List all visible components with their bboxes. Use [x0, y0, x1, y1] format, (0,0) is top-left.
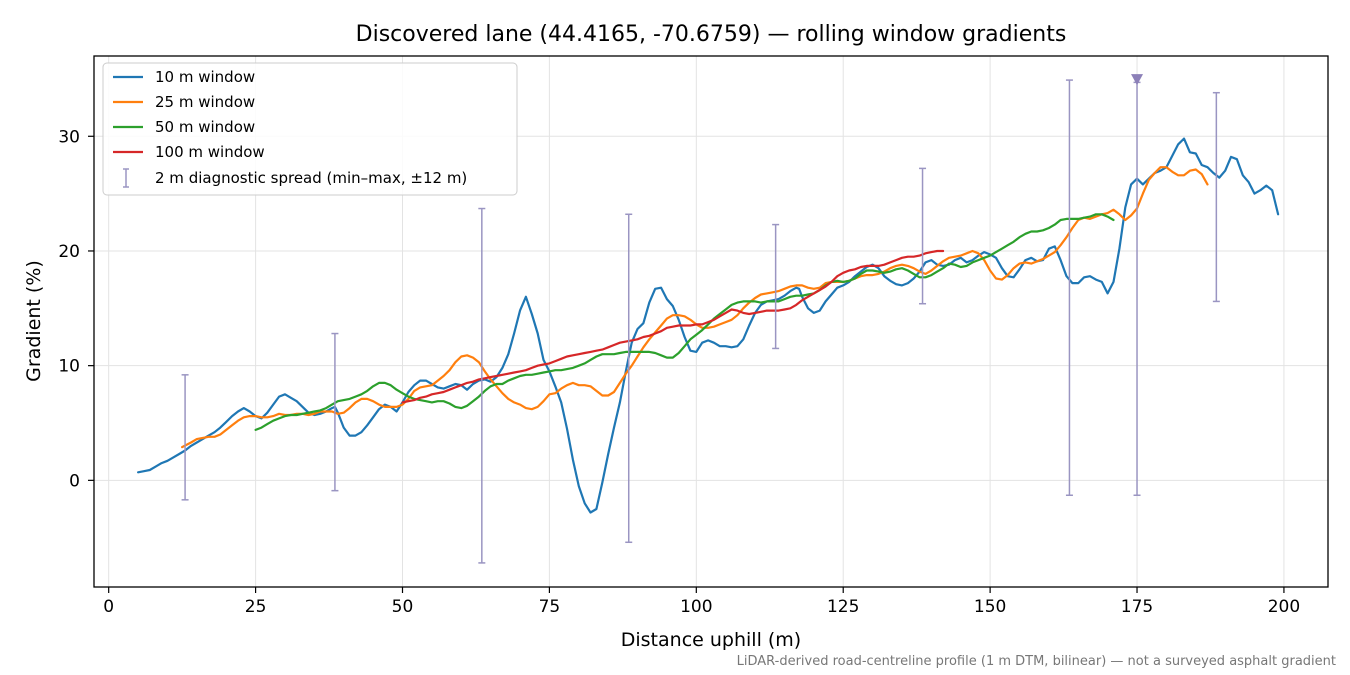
series-line-3 — [401, 249, 945, 404]
errorbar-spread — [331, 332, 339, 492]
y-tick-label: 30 — [58, 127, 80, 147]
series-line-1 — [181, 166, 1209, 449]
errorbar-spread — [181, 374, 189, 501]
flag-marker — [1131, 74, 1144, 86]
legend-label-50m: 50 m window — [155, 118, 255, 136]
series-line-0 — [137, 137, 1280, 514]
x-tick-label: 150 — [974, 597, 1006, 617]
errorbar-layer — [181, 79, 1220, 564]
series-line-2 — [254, 213, 1115, 431]
x-axis-label: Distance uphill (m) — [621, 629, 801, 651]
x-tick-label: 75 — [539, 597, 561, 617]
x-tick-label: 25 — [245, 597, 267, 617]
chart-title: Discovered lane (44.4165, -70.6759) — ro… — [356, 22, 1067, 47]
y-tick-label: 10 — [58, 357, 80, 377]
y-tick-label: 0 — [69, 471, 80, 491]
x-tick-label: 125 — [827, 597, 859, 617]
y-tick-label: 20 — [58, 242, 80, 262]
errorbar-spread — [1133, 81, 1141, 497]
marker-layer — [1131, 74, 1144, 86]
errorbar-spread — [1065, 79, 1073, 497]
x-tick-label: 0 — [103, 597, 114, 617]
errorbar-spread — [478, 207, 486, 564]
x-tick-label: 200 — [1268, 597, 1300, 617]
errorbar-spread — [1212, 91, 1220, 303]
legend-box — [102, 62, 518, 196]
footnote: LiDAR-derived road-centreline profile (1… — [737, 654, 1336, 669]
errorbar-spread — [919, 167, 927, 305]
x-tick-label: 50 — [392, 597, 414, 617]
legend-swatch-spread — [123, 168, 129, 188]
legend: 10 m window 25 m window 50 m window 100 … — [102, 62, 518, 196]
y-axis-label: Gradient (%) — [23, 260, 45, 382]
plot-frame — [93, 55, 1329, 588]
errorbar-spread — [772, 223, 780, 350]
legend-label-10m: 10 m window — [155, 68, 255, 86]
series-layer — [137, 137, 1280, 514]
x-tick-label: 100 — [680, 597, 712, 617]
x-tick-label: 175 — [1121, 597, 1153, 617]
errorbar-spread — [625, 213, 633, 544]
legend-label-25m: 25 m window — [155, 93, 255, 111]
legend-label-100m: 100 m window — [155, 143, 265, 161]
legend-label-spread: 2 m diagnostic spread (min–max, ±12 m) — [155, 169, 467, 187]
axis-ticks: 0 25 50 75 100 125 150 175 200 0 10 20 30 — [58, 127, 1300, 617]
